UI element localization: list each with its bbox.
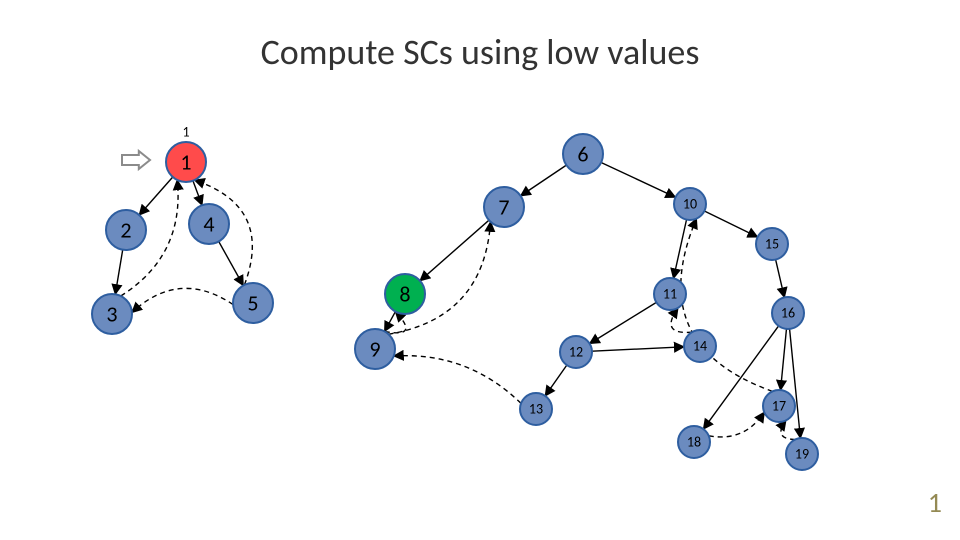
graph-canvas: 112345678910111213141516171819 <box>0 0 960 540</box>
svg-text:10: 10 <box>683 196 697 213</box>
edge-n8-n9 <box>385 312 396 332</box>
svg-text:19: 19 <box>795 446 809 463</box>
edge-n6-n10 <box>601 162 675 197</box>
node-8: 8 <box>385 274 425 314</box>
svg-text:14: 14 <box>693 338 707 355</box>
edge-n13-n9 <box>394 356 521 404</box>
svg-text:5: 5 <box>247 290 258 317</box>
node-2: 2 <box>106 210 146 250</box>
node-17: 17 <box>763 390 795 422</box>
edge-n1-n2 <box>139 177 173 215</box>
edge-n16-n19 <box>790 329 801 438</box>
edge-n14-n11 <box>671 308 692 333</box>
svg-text:7: 7 <box>498 194 509 221</box>
svg-text:6: 6 <box>577 141 588 168</box>
edge-n18-n17 <box>709 412 765 437</box>
edge-n2-n3 <box>115 250 122 295</box>
node-ext-label-1: 1 <box>182 124 189 141</box>
node-15: 15 <box>756 228 788 260</box>
edge-n7-n8 <box>420 220 489 281</box>
edge-n6-n7 <box>521 165 567 196</box>
svg-text:12: 12 <box>569 344 583 361</box>
node-9: 9 <box>355 329 395 369</box>
edge-n12-n13 <box>545 365 567 396</box>
svg-text:4: 4 <box>203 211 214 238</box>
svg-text:13: 13 <box>529 401 543 418</box>
edge-n1-n4 <box>193 181 202 205</box>
node-1: 1 <box>166 142 206 182</box>
edge-n5-n3 <box>132 288 233 312</box>
node-18: 18 <box>678 426 710 458</box>
node-14: 14 <box>684 330 716 362</box>
node-10: 10 <box>674 188 706 220</box>
edge-n10-n11 <box>673 220 686 279</box>
edge-n16-n17 <box>781 329 787 390</box>
start-arrow-icon <box>122 151 150 169</box>
edge-n12-n14 <box>592 347 684 351</box>
svg-text:9: 9 <box>369 336 380 363</box>
node-4: 4 <box>189 204 229 244</box>
svg-text:8: 8 <box>399 281 410 308</box>
svg-text:15: 15 <box>765 236 779 253</box>
svg-text:16: 16 <box>781 305 795 322</box>
edge-n19-n17 <box>781 420 795 439</box>
node-6: 6 <box>563 134 603 174</box>
node-7: 7 <box>484 187 524 227</box>
edge-n4-n5 <box>219 241 244 285</box>
svg-text:18: 18 <box>687 434 701 451</box>
svg-text:3: 3 <box>106 301 117 328</box>
node-13: 13 <box>520 393 552 425</box>
node-5: 5 <box>233 283 273 323</box>
svg-text:2: 2 <box>120 217 131 244</box>
slide-number: 1 <box>928 485 942 520</box>
node-16: 16 <box>772 297 804 329</box>
node-11: 11 <box>654 278 686 310</box>
svg-text:1: 1 <box>180 149 191 176</box>
edge-n15-n16 <box>776 260 785 298</box>
svg-text:11: 11 <box>663 286 677 303</box>
svg-text:17: 17 <box>772 398 786 415</box>
edge-n11-n12 <box>590 302 657 343</box>
node-12: 12 <box>560 336 592 368</box>
edge-n10-n15 <box>704 211 757 237</box>
node-19: 19 <box>786 438 818 470</box>
node-3: 3 <box>92 294 132 334</box>
